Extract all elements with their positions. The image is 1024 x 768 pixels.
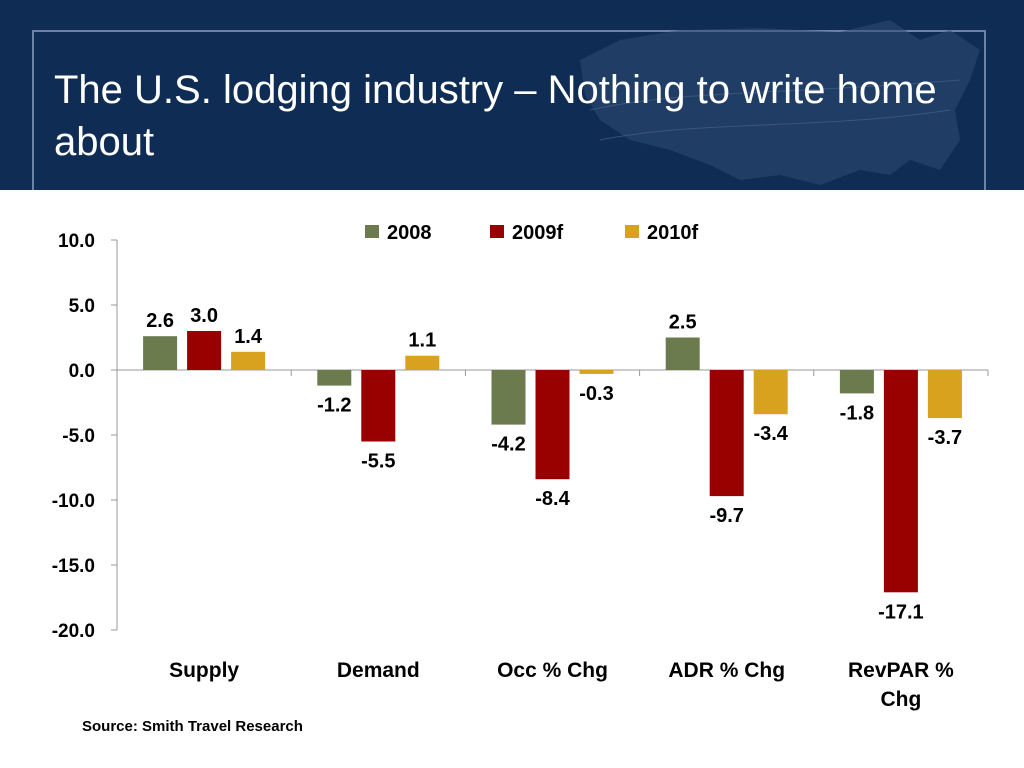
legend-label: 2009f bbox=[512, 222, 563, 244]
category-label: Supply bbox=[169, 659, 239, 682]
data-label: 1.4 bbox=[234, 326, 263, 348]
bar-2009f bbox=[187, 331, 222, 370]
source-note: Source: Smith Travel Research bbox=[82, 718, 303, 735]
bar-2009f bbox=[535, 370, 570, 480]
bar-2008 bbox=[665, 337, 700, 370]
data-label: 2.6 bbox=[146, 310, 174, 332]
data-label: -3.7 bbox=[928, 427, 962, 449]
y-tick-label: -5.0 bbox=[62, 426, 95, 447]
bar-2008 bbox=[317, 370, 352, 386]
legend-swatch-2008 bbox=[365, 225, 379, 238]
bar-2009f bbox=[361, 370, 396, 442]
legend-swatch-2009f bbox=[490, 225, 504, 238]
header-frame bbox=[32, 30, 986, 190]
data-label: 3.0 bbox=[190, 305, 218, 327]
y-tick-label: -10.0 bbox=[52, 491, 95, 512]
data-label: 2.5 bbox=[669, 312, 697, 334]
bar-2009f bbox=[709, 370, 744, 497]
category-label: Occ % Chg bbox=[497, 659, 608, 682]
bar-2008 bbox=[491, 370, 526, 425]
bar-2008 bbox=[839, 370, 874, 394]
y-tick-label: -20.0 bbox=[52, 621, 95, 642]
data-label: -3.4 bbox=[753, 423, 788, 445]
legend-label: 2008 bbox=[387, 222, 432, 244]
data-label: -9.7 bbox=[709, 505, 743, 527]
y-tick-label: 10.0 bbox=[58, 231, 95, 252]
legend-label: 2010f bbox=[647, 222, 698, 244]
y-tick-label: 0.0 bbox=[69, 361, 95, 382]
data-label: -1.8 bbox=[840, 402, 874, 424]
us-map-watermark-icon bbox=[580, 20, 980, 185]
category-label: RevPAR % bbox=[848, 659, 954, 682]
header-banner: The U.S. lodging industry – Nothing to w… bbox=[0, 0, 1024, 190]
bar-2009f bbox=[883, 370, 918, 593]
data-label: 1.1 bbox=[408, 330, 436, 352]
y-tick-label: 5.0 bbox=[69, 296, 95, 317]
bar-2010f bbox=[579, 370, 614, 374]
bar-2010f bbox=[231, 351, 266, 370]
y-tick-label: -15.0 bbox=[52, 556, 95, 577]
category-label: Demand bbox=[337, 659, 420, 682]
data-label: -5.5 bbox=[361, 451, 395, 473]
legend-swatch-2010f bbox=[625, 225, 639, 238]
slide-title: The U.S. lodging industry – Nothing to w… bbox=[54, 68, 937, 164]
bar-2010f bbox=[927, 370, 962, 419]
data-label: -4.2 bbox=[491, 434, 525, 456]
data-label: -0.3 bbox=[579, 383, 613, 405]
category-label: ADR % Chg bbox=[668, 659, 785, 682]
bar-2010f bbox=[405, 355, 440, 370]
data-label: -17.1 bbox=[878, 601, 924, 623]
data-label: -1.2 bbox=[317, 395, 351, 417]
bar-2010f bbox=[753, 370, 788, 415]
bar-chart: 10.0 5.0 0.0 -5.0 -10.0 -15.0 -20.0 Supply 2.6 3.… bbox=[52, 222, 989, 711]
bar-2008 bbox=[143, 336, 178, 370]
data-label: -8.4 bbox=[535, 488, 570, 510]
category-label: Chg bbox=[880, 688, 921, 711]
